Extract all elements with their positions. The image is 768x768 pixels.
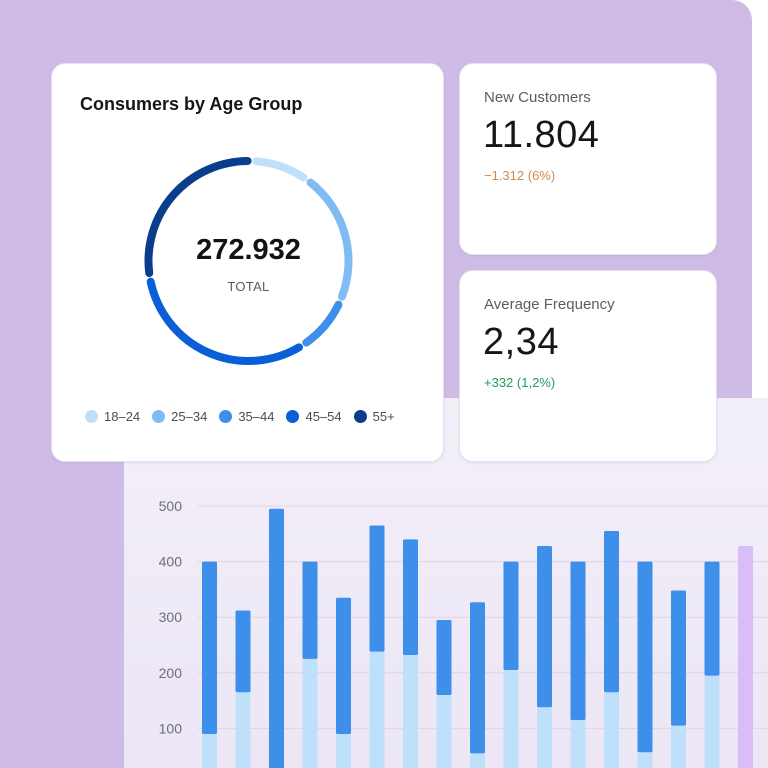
bar-segment [302, 561, 318, 659]
bar-segment [704, 561, 720, 676]
bar-segment [436, 695, 452, 768]
legend-label: 45–54 [305, 409, 342, 424]
legend-dot [85, 410, 98, 423]
y-tick-label: 500 [159, 498, 183, 514]
bar-segment [403, 539, 418, 656]
bar-segment [202, 733, 217, 768]
bar-segment [470, 753, 485, 768]
legend-dot [152, 410, 166, 423]
legend-item-45-54: 45–54 [286, 409, 342, 424]
donut-segment [146, 277, 303, 365]
bar-segment [403, 655, 418, 768]
bar-segment [436, 619, 452, 696]
y-tick-label: 400 [159, 554, 183, 570]
bar-segment [503, 561, 519, 671]
legend-dot [353, 410, 367, 423]
bar-segment [704, 675, 720, 768]
stat-change: −1.312 (6%) [484, 168, 556, 183]
legend-dot [286, 410, 300, 423]
y-tick-label: 100 [159, 720, 183, 736]
bar-segment [537, 546, 552, 708]
stat-value: 2,34 [483, 321, 559, 363]
bar-segment [570, 561, 586, 721]
bar-segment [336, 597, 351, 734]
age-group-donut-chart [144, 157, 353, 365]
stat-change: +332 (1,2%) [484, 375, 556, 390]
card-title: Consumers by Age Group [80, 94, 303, 114]
bar-segment [503, 670, 519, 768]
bar-segment [235, 610, 251, 693]
legend-item-25-34: 25–34 [152, 409, 207, 424]
new-customers-card: New Customers 11.804 −1.312 (6%) [459, 63, 717, 255]
donut-total-caption: TOTAL [227, 279, 270, 294]
donut-segment [302, 300, 343, 347]
legend-dot [219, 410, 233, 423]
bar-segment [637, 561, 653, 753]
legend-item-55-plus: 55+ [353, 409, 395, 424]
bar-segment [336, 733, 351, 768]
bar-segment [202, 561, 217, 734]
bar-segment [537, 707, 552, 768]
donut-total-value: 272.932 [196, 234, 301, 266]
donut-segment [144, 157, 252, 278]
legend-item-18-24: 18–24 [85, 409, 140, 424]
bar-segment [671, 725, 686, 768]
legend-label: 18–24 [104, 409, 141, 424]
bar-segment [671, 590, 686, 726]
stacked-bar-chart: 500 400 300 200 100 [159, 498, 768, 768]
y-tick-label: 300 [159, 609, 183, 625]
bar-segment [570, 720, 586, 768]
stat-label: New Customers [484, 89, 591, 106]
legend-item-35-44: 35–44 [219, 409, 274, 424]
bar-segment [369, 525, 385, 652]
bar-segment [604, 692, 619, 768]
bar-segment [738, 546, 753, 768]
bar-segment [470, 602, 485, 754]
stat-value: 11.804 [483, 114, 600, 156]
bar-segment [369, 651, 385, 768]
average-frequency-card: Average Frequency 2,34 +332 (1,2%) [459, 270, 717, 462]
consumers-by-age-card: Consumers by Age Group 272.932 TOTAL 18–… [51, 63, 444, 462]
bar-segment [637, 752, 653, 768]
legend-label: 35–44 [238, 409, 275, 424]
legend-label: 25–34 [171, 409, 208, 424]
donut-segment [252, 157, 308, 182]
stat-label: Average Frequency [484, 296, 615, 313]
bar-segment [235, 692, 251, 768]
donut-segment [306, 178, 353, 301]
bar-segment [269, 508, 284, 768]
legend: 18–24 25–34 35–44 45–54 55+ [85, 409, 407, 424]
bar-segment [604, 531, 619, 693]
y-tick-label: 200 [159, 665, 183, 681]
bar-segment [302, 658, 318, 768]
legend-label: 55+ [372, 409, 395, 424]
